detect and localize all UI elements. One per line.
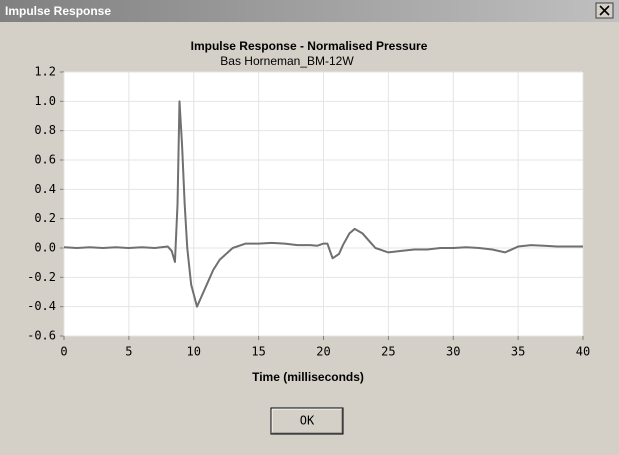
x-tick-label: 15 bbox=[251, 345, 265, 359]
y-tick-label: -0.4 bbox=[27, 299, 56, 313]
y-tick-label: -0.2 bbox=[27, 270, 56, 284]
y-tick-label: 1.0 bbox=[34, 94, 56, 108]
y-tick-label: 0.8 bbox=[34, 123, 56, 137]
x-tick-label: 20 bbox=[316, 345, 330, 359]
y-tick-label: 1.2 bbox=[34, 65, 56, 79]
x-tick-label: 10 bbox=[187, 345, 201, 359]
chart-subtitle: Bas Horneman_BM-12W bbox=[220, 54, 354, 68]
close-button[interactable] bbox=[595, 2, 614, 19]
x-axis-label: Time (milliseconds) bbox=[252, 370, 364, 384]
x-tick-label: 40 bbox=[576, 345, 590, 359]
x-tick-label: 5 bbox=[125, 345, 132, 359]
y-tick-label: -0.6 bbox=[27, 329, 56, 343]
y-tick-label: 0.4 bbox=[34, 182, 56, 196]
x-tick-label: 30 bbox=[446, 345, 460, 359]
ok-button[interactable]: OK bbox=[270, 407, 344, 435]
title-bar bbox=[0, 0, 619, 22]
y-tick-label: 0.2 bbox=[34, 211, 56, 225]
y-tick-label: 0.0 bbox=[34, 241, 56, 255]
data-line bbox=[63, 100, 583, 308]
y-tick-label: 0.6 bbox=[34, 153, 56, 167]
ok-button-label[interactable]: OK bbox=[300, 414, 315, 428]
chart-title: Impulse Response - Normalised Pressure bbox=[191, 39, 428, 53]
x-tick-label: 25 bbox=[381, 345, 395, 359]
x-tick-label: 35 bbox=[511, 345, 525, 359]
x-tick-label: 0 bbox=[60, 345, 67, 359]
window-title: Impulse Response bbox=[5, 4, 111, 18]
